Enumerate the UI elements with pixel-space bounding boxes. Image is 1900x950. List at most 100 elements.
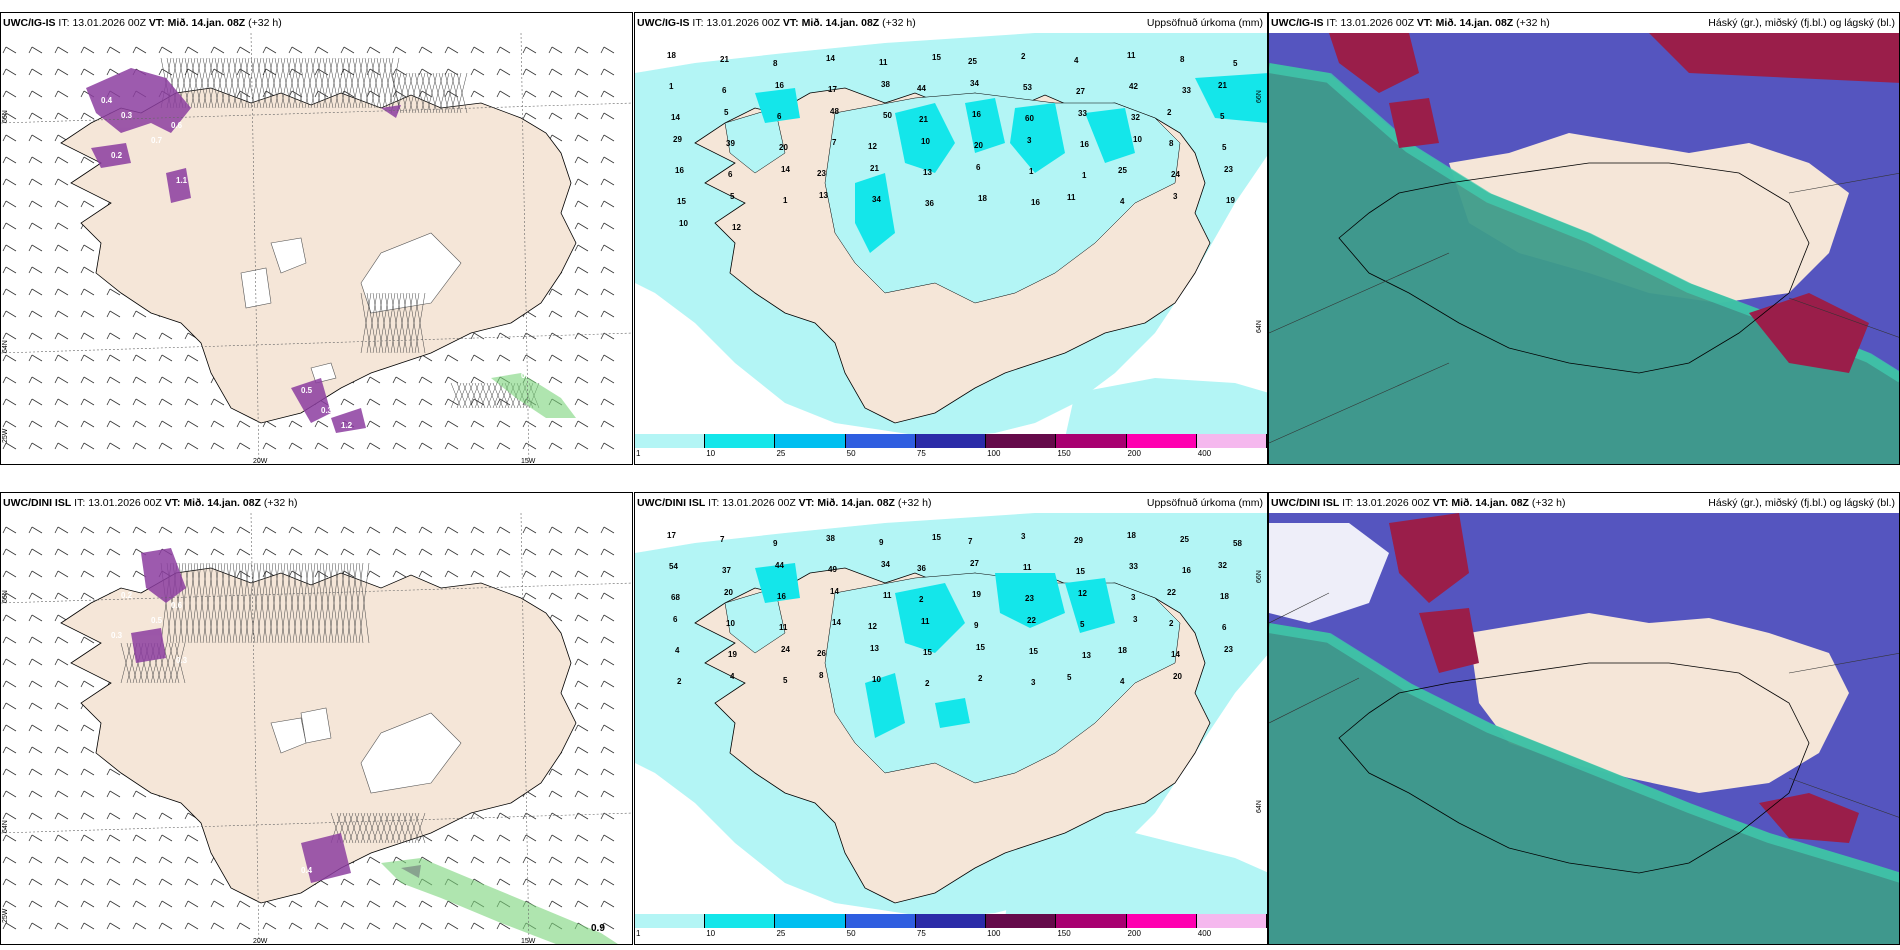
colorbar-tick: 400 xyxy=(1197,449,1212,458)
wind-barb xyxy=(80,724,95,732)
wind-barb xyxy=(54,790,69,798)
lat-label-66n: 66N xyxy=(2,110,9,123)
wind-barb xyxy=(522,90,537,98)
wind-barb xyxy=(80,442,95,450)
wind-barb xyxy=(392,570,407,578)
hatch-line xyxy=(388,57,400,109)
wind-barb xyxy=(574,134,589,142)
wind-barb xyxy=(28,156,43,164)
cloud-title: Háský (gr.), miðský (fj.bl.) og lágský (… xyxy=(1708,17,1895,29)
hatch-line xyxy=(390,292,402,354)
colorbar-cell xyxy=(705,434,776,448)
value-label: 11 xyxy=(779,623,788,632)
wind-barb xyxy=(2,878,17,886)
wind-barb xyxy=(392,442,407,450)
hatch-line xyxy=(120,642,132,684)
wind-barb xyxy=(600,702,615,710)
value-label: 48 xyxy=(830,107,839,116)
wind-barb xyxy=(184,856,199,864)
wind-barb xyxy=(132,310,147,318)
vt-label: VT: xyxy=(148,17,165,29)
wind-barb xyxy=(2,68,17,76)
value-label: 5 xyxy=(1222,143,1227,152)
value-label: 21 xyxy=(870,164,879,173)
wind-barb xyxy=(574,244,589,252)
value-label: 36 xyxy=(917,564,926,573)
precip-green-patch xyxy=(491,373,576,418)
it-label: IT: xyxy=(708,497,720,509)
colorbar-tick: 75 xyxy=(916,449,926,458)
model-name: UWC/DINI ISL xyxy=(1271,497,1340,509)
wind-barb xyxy=(158,856,173,864)
wind-barb xyxy=(574,178,589,186)
colorbar-tick: 75 xyxy=(916,929,926,938)
wind-barb xyxy=(548,768,563,776)
it-value: 13.01.2026 00Z xyxy=(706,17,780,29)
cloud-panel-dini: UWC/DINI ISL IT: 13.01.2026 00Z VT: Mið.… xyxy=(1268,492,1900,945)
wind-barb xyxy=(496,878,511,886)
wind-barb xyxy=(106,526,121,534)
wind-barb xyxy=(600,900,615,908)
wind-barb xyxy=(132,420,147,428)
precip-title: Uppsöfnuð úrkoma (mm) xyxy=(1146,17,1263,29)
hatch-line xyxy=(346,562,358,644)
wind-barb xyxy=(548,332,563,340)
precip-title: Uppsöfnuð úrkoma (mm) xyxy=(1146,497,1263,509)
value-label: 4 xyxy=(675,646,680,655)
hatch-line xyxy=(214,562,226,644)
wind-panel-igis: UWC/IG-IS IT: 13.01.2026 00Z VT: Mið. 14… xyxy=(0,12,633,465)
hatch-line xyxy=(238,57,250,109)
wind-barb xyxy=(132,332,147,340)
value-label: 5 xyxy=(1080,620,1085,629)
colorbar-tick: 1 xyxy=(636,449,641,458)
vt-value: Mið. 14.jan. 08Z xyxy=(167,17,246,29)
wind-barb xyxy=(2,812,17,820)
hatch-line xyxy=(348,812,360,844)
wind-barb xyxy=(522,68,537,76)
hatch-line xyxy=(220,57,232,109)
wind-barb xyxy=(2,442,17,450)
value-label: 54 xyxy=(669,562,678,571)
value-label: 50 xyxy=(883,111,892,120)
wind-barb xyxy=(80,112,95,120)
hatch-line xyxy=(456,382,468,409)
lead-time: (+32 h) xyxy=(263,497,298,509)
wind-barb xyxy=(470,834,485,842)
hatch-line xyxy=(244,57,256,109)
wind-barb xyxy=(106,376,121,384)
value-label: 4 xyxy=(1120,197,1125,206)
value-label: 25 xyxy=(1118,166,1127,175)
vt-label: VT: xyxy=(164,497,181,509)
wind-barb xyxy=(184,46,199,54)
wind-barb xyxy=(548,812,563,820)
wind-labels: 0.4 0.3 0.6 0.7 0.2 1.1 0.5 0.3 1.2 0.2 0.3 xyxy=(101,96,533,430)
wind-barb xyxy=(80,68,95,76)
wind-barb xyxy=(28,310,43,318)
colorbar-tick: 10 xyxy=(706,449,716,458)
wind-barb xyxy=(366,900,381,908)
value-label: 4 xyxy=(1074,56,1079,65)
wind-barb xyxy=(262,46,277,54)
value-label: 5 xyxy=(1067,673,1072,682)
wind-barb xyxy=(600,442,615,450)
wind-barb xyxy=(106,570,121,578)
wind-barb xyxy=(444,526,459,534)
lat-label-25w: 25W xyxy=(2,908,9,923)
wind-barb xyxy=(54,200,69,208)
wind-barb xyxy=(210,420,225,428)
wind-barb xyxy=(54,398,69,406)
wind-barb xyxy=(444,398,459,406)
hatch-line xyxy=(358,562,370,644)
value-label: 6 xyxy=(728,170,733,179)
wind-barb xyxy=(418,442,433,450)
hatch-line xyxy=(316,57,328,109)
hatch-line xyxy=(226,562,238,644)
wind-barb xyxy=(2,680,17,688)
precip-panel-igis: UWC/IG-IS IT: 13.01.2026 00Z VT: Mið. 14… xyxy=(634,12,1268,465)
hatch-line xyxy=(268,562,280,644)
value-label: 10 xyxy=(1133,135,1142,144)
wind-barb xyxy=(54,156,69,164)
value-label: 15 xyxy=(677,197,686,206)
hatch-line xyxy=(250,57,262,109)
